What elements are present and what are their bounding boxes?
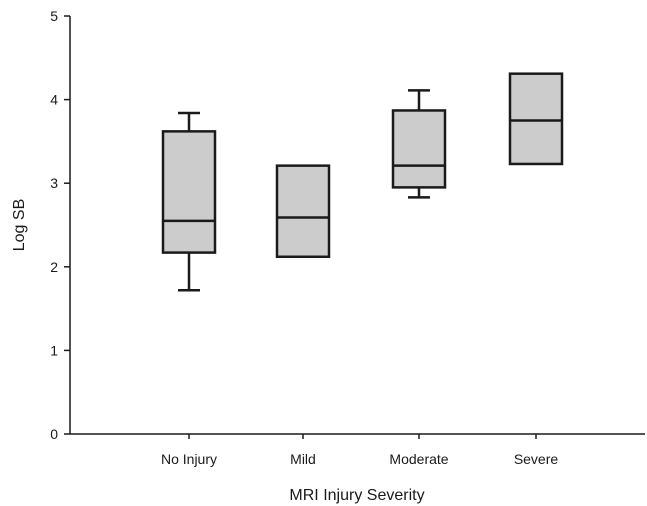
plot-boxes (161, 72, 564, 292)
x-tick-label: Severe (514, 451, 559, 467)
y-tick-label: 0 (50, 426, 58, 442)
x-tick-label: No Injury (161, 451, 217, 467)
box-no-injury (161, 111, 217, 292)
interquartile-box (508, 72, 564, 166)
box-mild (275, 164, 331, 259)
x-axis: No Injury Mild Moderate Severe (70, 433, 645, 467)
box-severe (508, 72, 564, 166)
y-tick-label: 4 (50, 92, 58, 108)
y-tick-label: 5 (50, 8, 58, 24)
x-tick-label: Moderate (389, 451, 448, 467)
y-tick-label: 1 (50, 342, 58, 358)
interquartile-box (391, 109, 447, 189)
box-moderate (391, 89, 447, 199)
y-axis: 0 1 2 3 4 5 (50, 8, 71, 442)
y-tick-label: 2 (50, 259, 58, 275)
y-axis-title: Log SB (11, 199, 28, 251)
x-tick-label: Mild (290, 451, 316, 467)
interquartile-box (275, 164, 331, 259)
x-axis-title: MRI Injury Severity (289, 487, 424, 504)
y-tick-label: 3 (50, 175, 58, 191)
interquartile-box (161, 130, 217, 254)
